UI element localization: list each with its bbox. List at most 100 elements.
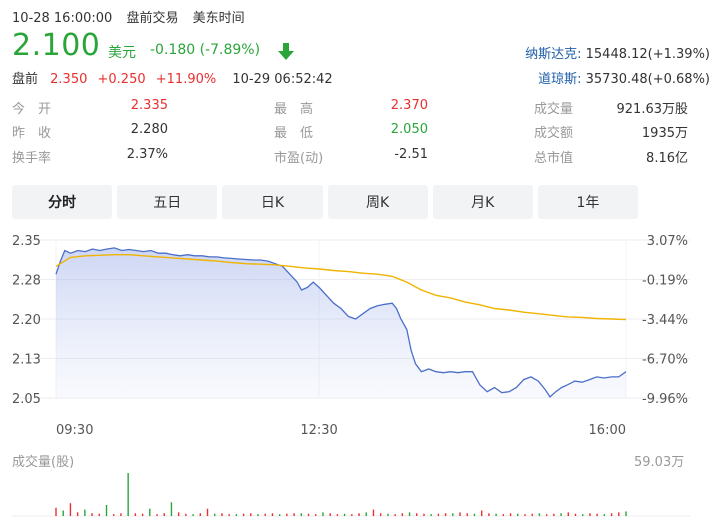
- quote-timezone: 美东时间: [192, 11, 245, 26]
- volume-bar: [560, 513, 562, 516]
- volume-bar: [365, 512, 367, 516]
- tab-one-year[interactable]: 1年: [537, 185, 639, 219]
- index-name[interactable]: 道琼斯:: [538, 72, 582, 87]
- volume-bar: [250, 513, 252, 516]
- volume-bar: [192, 514, 194, 516]
- volume-bar: [416, 513, 418, 516]
- volume-bar: [517, 513, 519, 516]
- volume-bar: [228, 514, 230, 516]
- volume-bar: [466, 513, 468, 516]
- volume-bar: [401, 513, 404, 516]
- volume-bar: [242, 513, 245, 516]
- premarket-time: 10-29 06:52:42: [232, 72, 333, 87]
- volume-bar: [452, 513, 454, 516]
- premarket-row: 盘前 2.350 +0.250 +11.90% 10-29 06:52:42: [12, 68, 333, 87]
- volume-bar: [235, 514, 238, 516]
- volume-bar: [257, 514, 259, 516]
- stat-label-turnover-rate: 换手率: [12, 151, 52, 166]
- volume-bar: [589, 513, 591, 516]
- volume-bar: [531, 513, 533, 516]
- tab-monthly-k[interactable]: 月K: [432, 185, 533, 219]
- volume-bar: [286, 513, 288, 516]
- tab-weekly-k[interactable]: 周K: [327, 185, 428, 219]
- tab-intraday[interactable]: 分时: [12, 185, 113, 219]
- y-tick-right: -0.19%: [642, 274, 688, 289]
- tab-daily-k[interactable]: 日K: [222, 185, 323, 219]
- volume-bar: [113, 514, 115, 516]
- stat-value-high: 2.370: [390, 98, 428, 113]
- stat-label-low: 最 低: [274, 126, 314, 141]
- index-name[interactable]: 纳斯达克:: [525, 47, 582, 62]
- stat-label-volume: 成交量: [534, 102, 574, 117]
- volume-bar: [459, 512, 461, 516]
- tab-five-day[interactable]: 五日: [117, 185, 218, 219]
- y-tick-right: -6.70%: [642, 353, 688, 368]
- y-tick-left: 2.28: [12, 274, 41, 289]
- currency-unit: 美元: [108, 45, 136, 61]
- volume-bar: [300, 513, 303, 516]
- x-tick-label: 09:30: [56, 423, 93, 438]
- volume-bar: [582, 514, 584, 516]
- volume-bar: [488, 513, 490, 516]
- volume-bar: [170, 502, 173, 516]
- volume-bar: [98, 513, 100, 516]
- volume-bar: [278, 514, 281, 516]
- stat-label-open: 今 开: [12, 102, 52, 117]
- y-tick-left: 2.13: [12, 353, 41, 368]
- down-arrow-icon: [278, 43, 294, 60]
- y-tick-left: 2.05: [12, 392, 41, 407]
- volume-bar: [149, 508, 151, 516]
- premarket-label: 盘前: [12, 72, 39, 87]
- quote-datetime: 10-28 16:00:00: [12, 11, 113, 26]
- y-tick-right: -3.44%: [642, 313, 688, 328]
- volume-bar: [574, 513, 577, 516]
- volume-bar: [480, 510, 483, 516]
- intraday-chart[interactable]: 2.35 2.28 2.20 2.13 2.05 3.07% -0.19% -3.44% -6.…: [0, 222, 722, 520]
- volume-bar: [603, 514, 606, 516]
- index-value: 15448.12(+1.39%): [585, 47, 710, 62]
- stat-label-high: 最 高: [274, 102, 314, 117]
- y-tick-right: 3.07%: [647, 234, 688, 249]
- volume-bar: [185, 513, 187, 516]
- volume-bar: [206, 508, 209, 516]
- volume-max-label: 59.03万: [634, 455, 685, 470]
- stat-label-market-cap: 总市值: [534, 151, 574, 166]
- volume-bar: [163, 513, 165, 516]
- index-dow[interactable]: 道琼斯: 35730.48(+0.68%): [538, 68, 710, 87]
- volume-bar: [69, 503, 72, 516]
- volume-bar: [423, 513, 425, 516]
- volume-bar: [625, 511, 627, 516]
- premarket-change: +0.250: [97, 72, 146, 87]
- volume-bar: [293, 513, 295, 516]
- stat-value-volume: 921.63万股: [616, 102, 689, 117]
- stat-value-prev-close: 2.280: [130, 122, 168, 137]
- quote-session: 盘前交易: [126, 11, 179, 26]
- volume-bar: [120, 513, 122, 516]
- y-tick-left: 2.20: [12, 313, 41, 328]
- volume-bar: [408, 512, 411, 516]
- volume-bar: [379, 513, 382, 516]
- volume-bar: [329, 513, 331, 516]
- volume-bar: [545, 514, 548, 516]
- volume-bar: [315, 514, 317, 516]
- stat-label-prev-close: 昨 收: [12, 126, 52, 141]
- volume-bar: [618, 512, 620, 516]
- volume-bar: [372, 509, 375, 516]
- volume-bar: [322, 512, 324, 516]
- index-nasdaq[interactable]: 纳斯达克: 15448.12(+1.39%): [525, 43, 710, 62]
- x-tick-label: 12:30: [300, 423, 337, 438]
- index-value: 35730.48(+0.68%): [585, 72, 710, 87]
- volume-bar: [495, 513, 497, 516]
- volume-bar: [336, 514, 339, 516]
- volume-bar: [343, 513, 346, 516]
- quote-header: 10-28 16:00:00 盘前交易 美东时间: [12, 7, 255, 26]
- volume-bar: [214, 513, 216, 516]
- volume-bar: [437, 513, 440, 516]
- price-change: -0.180 (-7.89%): [150, 42, 261, 58]
- x-tick-label: 16:00: [589, 423, 626, 438]
- volume-bar: [596, 513, 598, 516]
- stat-label-turnover-amount: 成交额: [534, 126, 574, 141]
- volume-bar: [76, 512, 79, 516]
- volume-bar: [177, 512, 180, 516]
- stat-value-pe: -2.51: [394, 147, 428, 162]
